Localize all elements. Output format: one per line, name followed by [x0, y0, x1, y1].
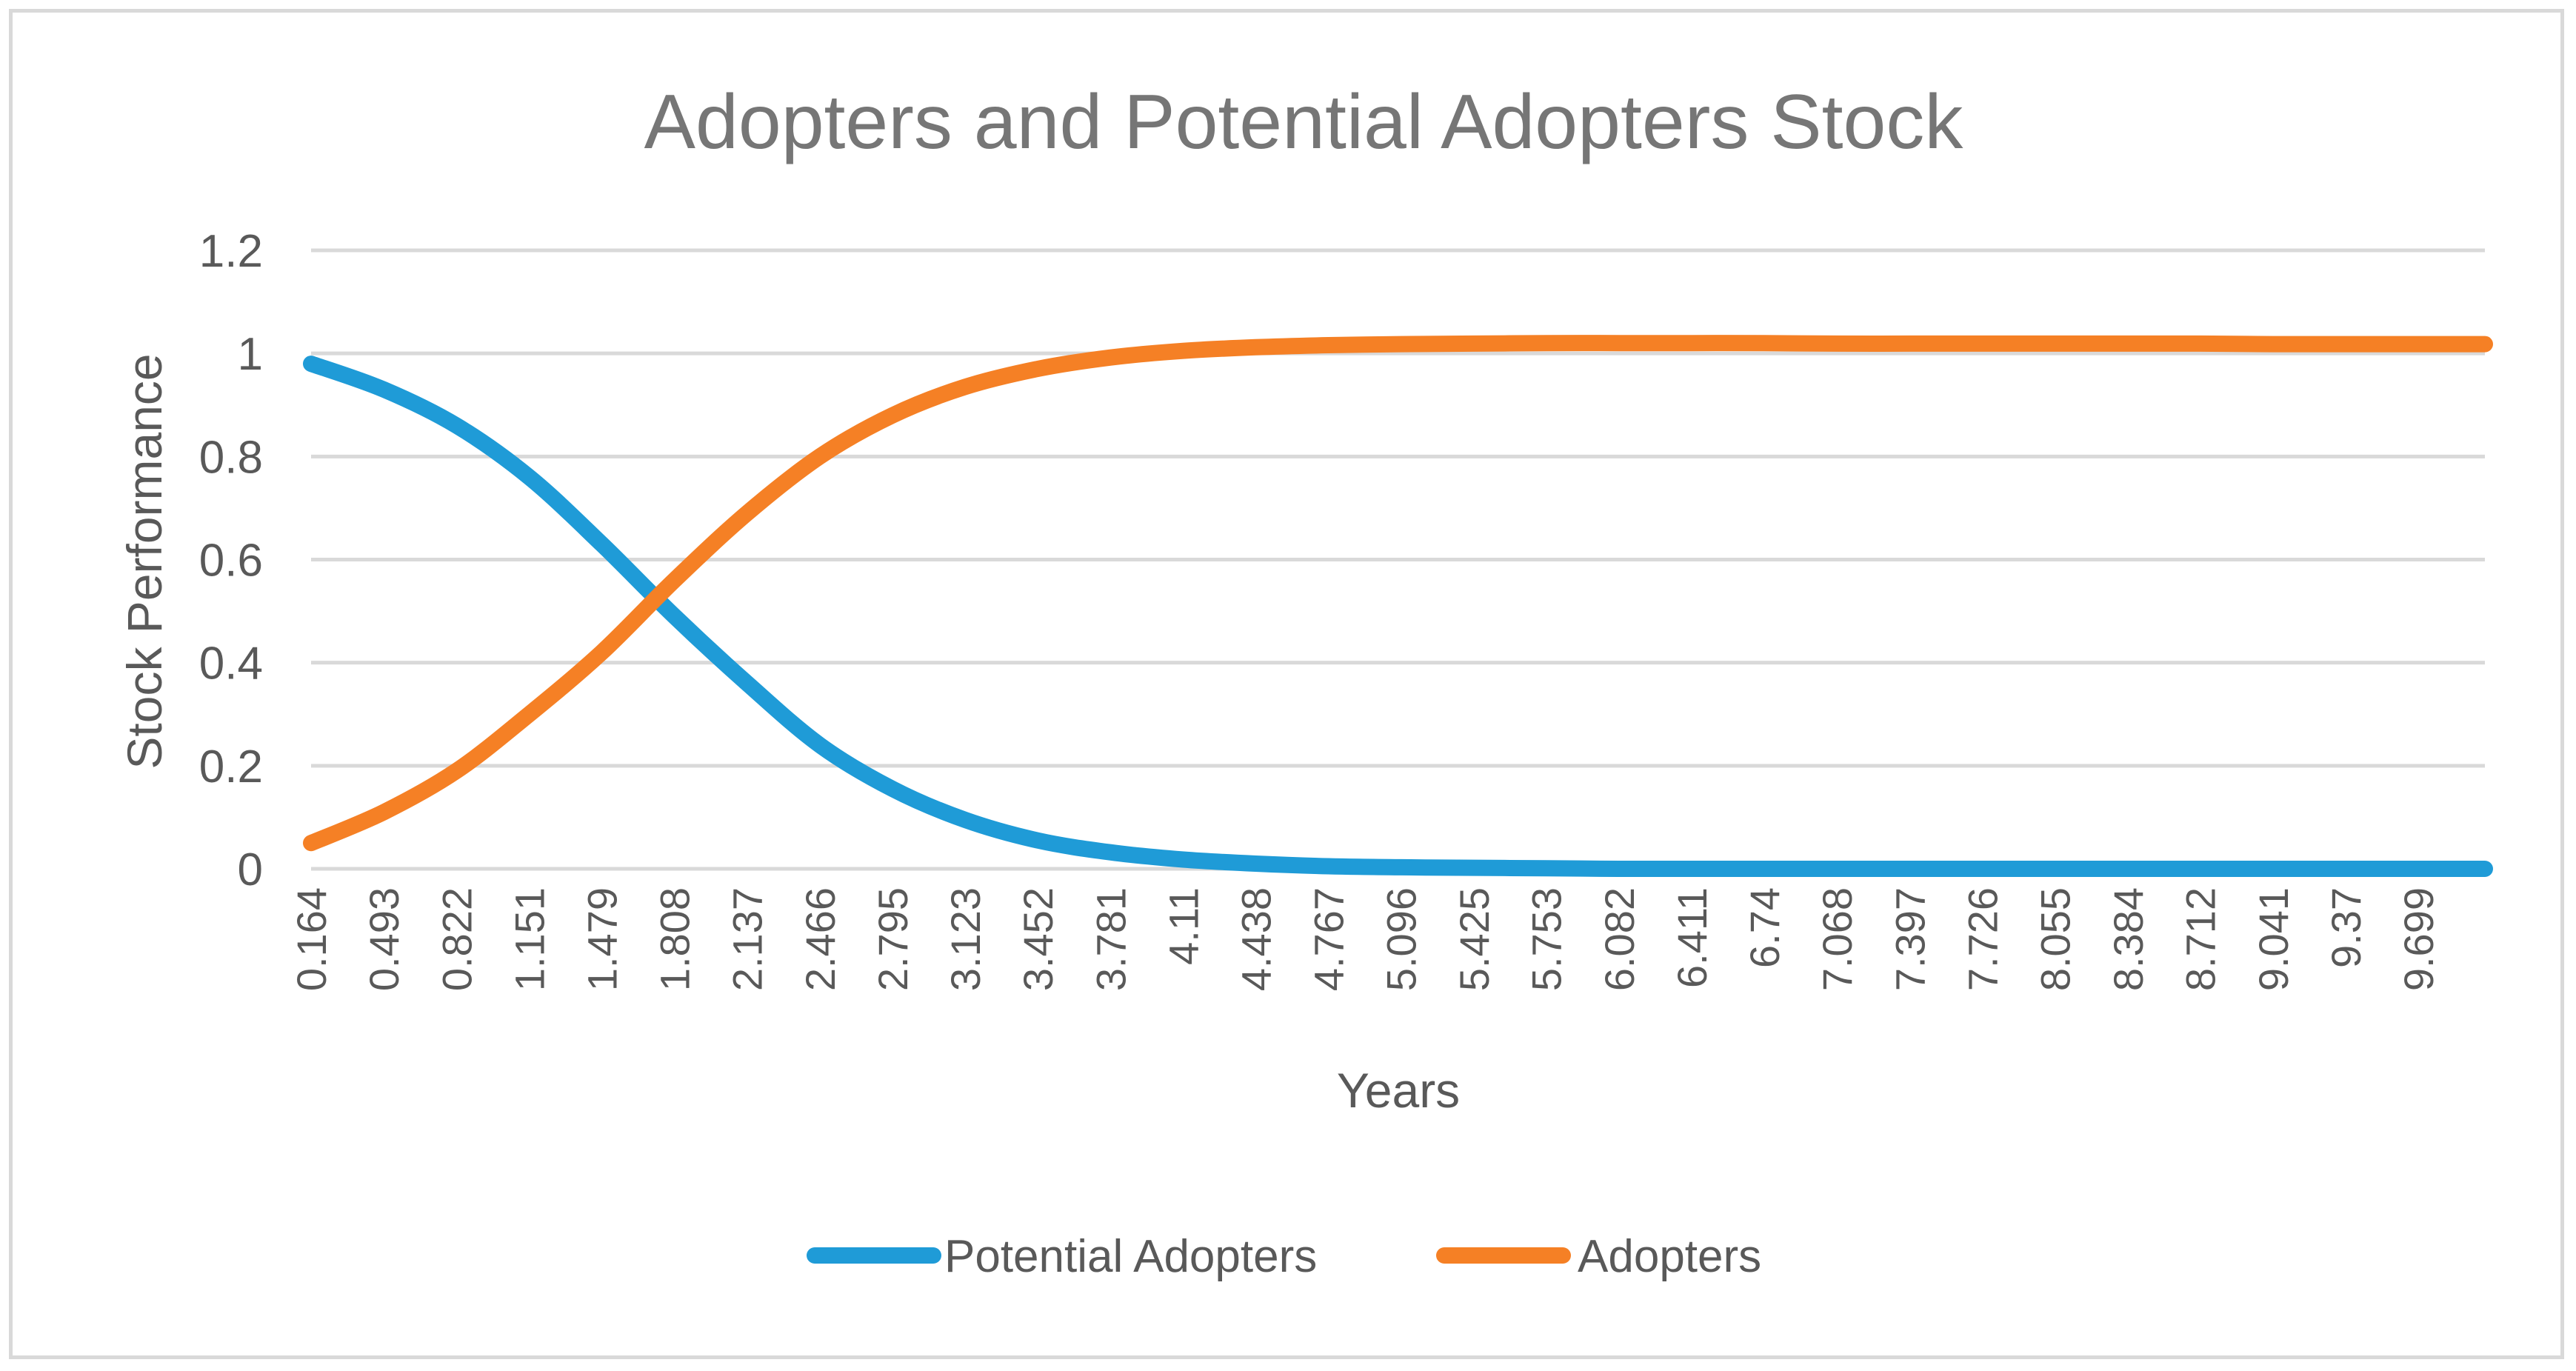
x-tick-label: 0.164 — [288, 887, 335, 991]
x-tick-label: 1.808 — [652, 887, 698, 991]
x-tick-label: 2.795 — [870, 887, 916, 991]
legend: Potential Adopters Adopters — [807, 1231, 1761, 1282]
x-tick-label: 9.041 — [2250, 887, 2297, 991]
series-lines — [303, 335, 2493, 878]
x-tick-label: 5.753 — [1524, 887, 1570, 991]
x-tick-label: 2.137 — [724, 887, 771, 991]
series-line-adopters — [303, 335, 2493, 852]
x-tick-label: 1.151 — [507, 887, 553, 991]
x-tick-label: 9.699 — [2395, 887, 2442, 991]
x-tick-label: 1.479 — [578, 887, 625, 991]
x-tick-label: 2.466 — [797, 887, 844, 991]
y-tick-label: 0.2 — [199, 741, 263, 793]
y-tick-label: 0.8 — [199, 432, 263, 483]
x-tick-label: 8.055 — [2032, 887, 2079, 991]
x-axis-ticks: 0.164 0.493 0.822 1.151 1.479 1.808 2.137 2.466… — [288, 887, 2442, 991]
x-tick-label: 9.37 — [2323, 887, 2369, 968]
x-tick-label: 8.712 — [2178, 887, 2224, 991]
legend-label-potential-adopters: Potential Adopters — [944, 1231, 1317, 1282]
x-tick-label: 5.425 — [1451, 887, 1498, 991]
x-tick-label: 7.726 — [1959, 887, 2006, 991]
chart-frame — [9, 9, 2564, 1359]
chart-title: Adopters and Potential Adopters Stock — [644, 79, 1964, 165]
y-tick-label: 0 — [238, 844, 263, 895]
x-tick-label: 6.411 — [1669, 887, 1715, 988]
x-tick-label: 0.493 — [361, 887, 407, 991]
x-tick-label: 0.822 — [433, 887, 480, 991]
y-tick-label: 1.2 — [199, 226, 263, 277]
y-axis-label: Stock Performance — [117, 353, 172, 769]
x-tick-label: 8.384 — [2105, 887, 2152, 991]
x-axis-label: Years — [1337, 1063, 1460, 1118]
x-tick-label: 5.096 — [1378, 887, 1425, 991]
x-tick-label: 4.11 — [1160, 887, 1207, 965]
y-tick-label: 1 — [238, 329, 263, 380]
y-tick-label: 0.4 — [199, 638, 263, 690]
x-tick-label: 4.438 — [1232, 887, 1279, 991]
legend-label-adopters: Adopters — [1578, 1231, 1761, 1282]
x-tick-label: 3.781 — [1087, 887, 1134, 991]
x-tick-label: 4.767 — [1306, 887, 1352, 991]
x-tick-label: 7.068 — [1814, 887, 1861, 991]
x-tick-label: 3.123 — [942, 887, 989, 991]
x-tick-label: 6.74 — [1741, 887, 1788, 968]
y-tick-label: 0.6 — [199, 536, 263, 587]
x-tick-label: 3.452 — [1015, 887, 1061, 991]
x-tick-label: 6.082 — [1596, 887, 1643, 991]
y-axis-ticks: 0 0.2 0.4 0.6 0.8 1 1.2 — [199, 226, 263, 895]
x-tick-label: 7.397 — [1886, 887, 1933, 991]
